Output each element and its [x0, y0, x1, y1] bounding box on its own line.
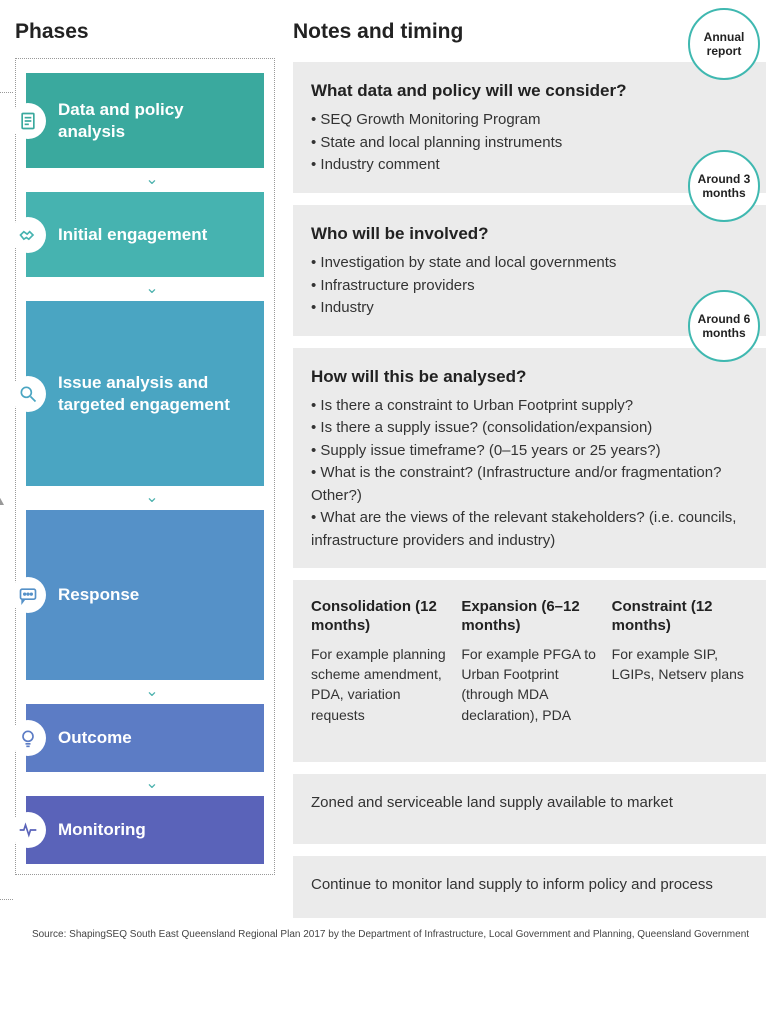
- document-icon: [10, 103, 46, 139]
- response-col-text: For example PFGA to Urban Footprint (thr…: [461, 644, 597, 725]
- phases-list: Data and policy analysis ⌄ Initial engagem…: [15, 58, 275, 875]
- phase-box: Initial engagement: [26, 192, 264, 277]
- response-col-title: Constraint (12 months): [612, 598, 748, 636]
- note-title: What data and policy will we consider?: [311, 80, 748, 101]
- pulse-icon: [10, 812, 46, 848]
- chevron-down-icon: ⌄: [26, 168, 264, 192]
- response-column: Constraint (12 months) For example SIP, L…: [612, 598, 748, 725]
- response-columns: Consolidation (12 months) For example pla…: [311, 598, 748, 725]
- response-col-text: For example SIP, LGIPs, Netserv plans: [612, 644, 748, 685]
- note-list: Investigation by state and local governm…: [311, 252, 748, 320]
- timing-badge: Annual report: [688, 8, 760, 80]
- phases-header: Phases: [15, 20, 275, 44]
- diagram-container: Phases Data and policy analysis ⌄ Initial …: [15, 20, 766, 918]
- response-col-text: For example planning scheme amendment, P…: [311, 644, 447, 725]
- phases-column: Phases Data and policy analysis ⌄ Initial …: [15, 20, 275, 918]
- phase-label: Monitoring: [58, 819, 146, 840]
- magnify-icon: [10, 376, 46, 412]
- note-list: SEQ Growth Monitoring ProgramState and l…: [311, 109, 748, 177]
- outcome-text: Zoned and serviceable land supply availa…: [311, 792, 748, 815]
- phase-box: Response: [26, 510, 264, 680]
- note-item: Investigation by state and local governm…: [311, 252, 748, 275]
- phase-box: Issue analysis and targeted engagement: [26, 301, 264, 486]
- timing-badge: Around 6 months: [688, 290, 760, 362]
- handshake-icon: [10, 217, 46, 253]
- phase-label: Data and policy analysis: [58, 99, 252, 142]
- chevron-down-icon: ⌄: [26, 772, 264, 796]
- note-item: What is the constraint? (Infrastructure …: [311, 462, 748, 507]
- note-list: Is there a constraint to Urban Footprint…: [311, 395, 748, 553]
- response-column: Consolidation (12 months) For example pla…: [311, 598, 447, 725]
- chevron-down-icon: ⌄: [26, 277, 264, 301]
- chat-icon: [10, 577, 46, 613]
- phase-label: Response: [58, 584, 139, 605]
- note-title: How will this be analysed?: [311, 366, 748, 387]
- chevron-down-icon: ⌄: [26, 486, 264, 510]
- feedback-loop-line: [0, 92, 13, 900]
- outcome-box: Zoned and serviceable land supply availa…: [293, 774, 766, 844]
- note-item: State and local planning instruments: [311, 132, 748, 155]
- note-item: Industry comment: [311, 154, 748, 177]
- source-citation: Source: ShapingSEQ South East Queensland…: [15, 928, 766, 941]
- note-item: What are the views of the relevant stake…: [311, 507, 748, 552]
- response-box: Consolidation (12 months) For example pla…: [293, 580, 766, 762]
- note-item: SEQ Growth Monitoring Program: [311, 109, 748, 132]
- monitoring-box: Continue to monitor land supply to infor…: [293, 856, 766, 918]
- note-item: Is there a supply issue? (consolidation/…: [311, 417, 748, 440]
- note-item: Is there a constraint to Urban Footprint…: [311, 395, 748, 418]
- notes-column: Notes and timing Annual reportAround 3 m…: [293, 20, 766, 918]
- phase-label: Issue analysis and targeted engagement: [58, 372, 252, 415]
- response-column: Expansion (6–12 months) For example PFGA …: [461, 598, 597, 725]
- monitoring-text: Continue to monitor land supply to infor…: [311, 874, 748, 897]
- note-box: How will this be analysed? Is there a con…: [293, 348, 766, 569]
- note-item: Supply issue timeframe? (0–15 years or 2…: [311, 440, 748, 463]
- bulb-icon: [10, 720, 46, 756]
- timing-badge: Around 3 months: [688, 150, 760, 222]
- response-col-title: Consolidation (12 months): [311, 598, 447, 636]
- phase-label: Outcome: [58, 727, 132, 748]
- phase-box: Monitoring: [26, 796, 264, 864]
- note-title: Who will be involved?: [311, 223, 748, 244]
- phase-box: Outcome: [26, 704, 264, 772]
- phase-box: Data and policy analysis: [26, 73, 264, 168]
- note-item: Infrastructure providers: [311, 275, 748, 298]
- chevron-down-icon: ⌄: [26, 680, 264, 704]
- phase-label: Initial engagement: [58, 224, 207, 245]
- response-col-title: Expansion (6–12 months): [461, 598, 597, 636]
- note-item: Industry: [311, 297, 748, 320]
